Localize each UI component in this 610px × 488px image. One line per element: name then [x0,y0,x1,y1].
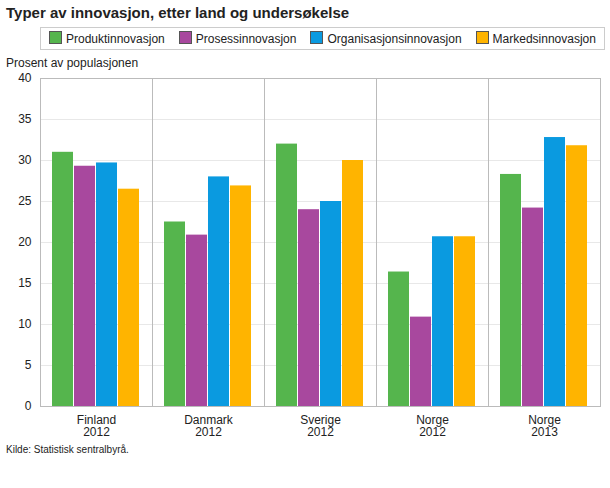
svg-text:10: 10 [18,317,32,331]
svg-text:Finland2012: Finland2012 [77,413,116,439]
svg-text:15: 15 [18,276,32,290]
svg-text:0: 0 [25,399,32,413]
html-text:Markedsinnovasjon: Markedsinnovasjon [492,32,596,46]
html-text:Kilde: Statistisk sentralbyrå.: Kilde: Statistisk sentralbyrå. [6,444,129,455]
html-text:Prosessinnovasjon: Prosessinnovasjon [195,32,297,46]
html-text:Produktinnovasjon: Produktinnovasjon [66,32,165,46]
svg-text:35: 35 [18,112,32,126]
svg-text:40: 40 [18,71,32,85]
html-text:Prosent av populasjonen: Prosent av populasjonen [6,56,139,70]
svg-text:25: 25 [18,194,32,208]
html-text:Typer av innovasjon, etter lan: Typer av innovasjon, etter land og under… [6,4,350,21]
svg-text:Danmark2012: Danmark2012 [184,413,234,439]
svg-text:20: 20 [18,235,32,249]
html-text:Organisasjonsinnovasjon: Organisasjonsinnovasjon [327,32,462,46]
svg-text:30: 30 [18,153,32,167]
svg-text:Sverige2012: Sverige2012 [300,413,341,439]
svg-text:5: 5 [25,358,32,372]
svg-text:Norge2013: Norge2013 [528,413,561,439]
svg-text:Norge2012: Norge2012 [416,413,449,439]
